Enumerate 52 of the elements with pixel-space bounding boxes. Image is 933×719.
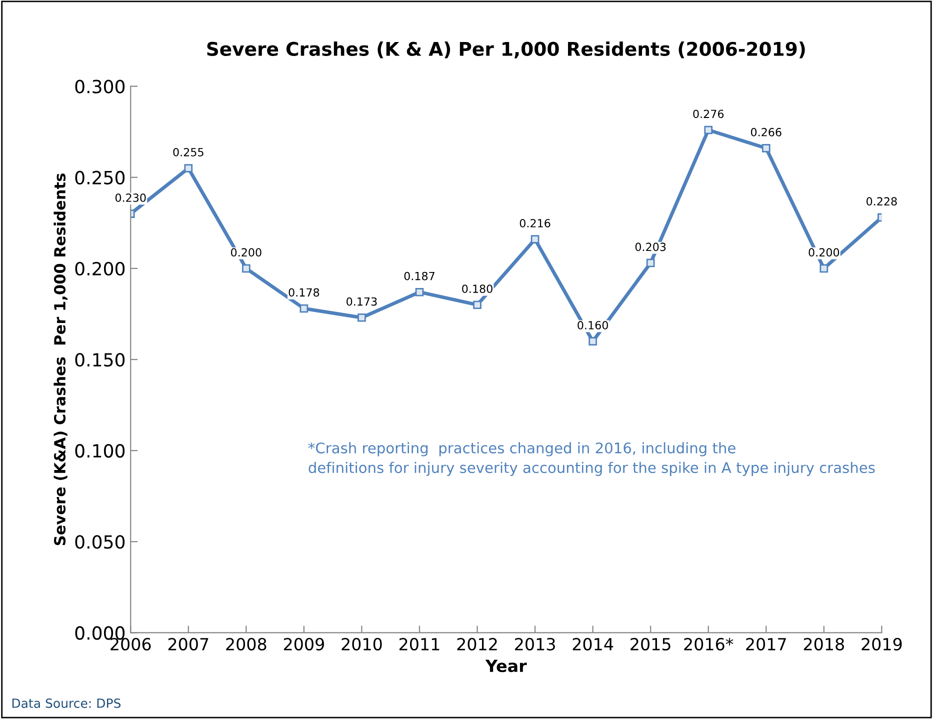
x-tick-label: 2019: [862, 638, 902, 650]
y-tick-label: 0.050: [75, 535, 125, 549]
x-tick-label: 2008: [226, 638, 266, 650]
data-label: 0.160: [578, 321, 608, 330]
chart-title: Severe Crashes (K & A) Per 1,000 Residents (2006-2019): [207, 41, 805, 58]
y-tick-label: 0.150: [75, 352, 125, 367]
x-axis-title: Year: [485, 660, 527, 672]
point: [473, 300, 482, 310]
point: [530, 235, 540, 244]
point: [242, 264, 250, 273]
data-label: 0.255: [173, 148, 204, 156]
data-label: 0.266: [750, 128, 782, 136]
point: [415, 288, 424, 296]
x-tick-label: 2016*: [684, 638, 734, 650]
y-axis-title: Severe (K&A) Crashes Per 1,000 Residents: [54, 174, 68, 546]
point: [588, 337, 597, 346]
x-tick-label: 2012: [457, 638, 497, 650]
data-label: 0.200: [230, 248, 262, 257]
data-label: 0.180: [462, 284, 492, 293]
data-label: 0.228: [866, 197, 897, 206]
x-tick-label: 2009: [284, 638, 324, 650]
point: [358, 313, 366, 322]
y-tick-label: 0.100: [75, 444, 125, 458]
data-label: 0.178: [288, 288, 320, 297]
x-tick-label: 2015: [630, 638, 670, 650]
annotation: *Crash reporting practices changed in 2016, including the definitions for injury severity accounting for the spike in A type injury crashes: [308, 442, 875, 476]
data-label: 0.200: [808, 248, 840, 257]
x-tick-label: 2014: [572, 638, 614, 650]
y-tick-label: 0.250: [75, 170, 125, 184]
point: [646, 258, 655, 268]
x-tick-label: 2006: [110, 638, 151, 650]
x-tick-label: 2018: [804, 638, 844, 650]
data-label: 0.216: [520, 219, 550, 228]
y-tick-label: 0.000: [75, 626, 125, 640]
source-note: Data Source: DPS: [12, 698, 121, 708]
point: [300, 304, 308, 313]
data-label: 0.187: [404, 272, 434, 280]
data-label: 0.203: [635, 242, 666, 252]
x-tick-label: 2013: [515, 638, 555, 650]
point: [820, 264, 828, 273]
point: [762, 144, 770, 152]
data-label: 0.173: [346, 297, 377, 306]
y-tick-label: 0.300: [75, 80, 125, 94]
data-label: 0.276: [693, 110, 724, 118]
y-tick-label: 0.200: [75, 262, 125, 276]
data-label: 0.230: [115, 194, 146, 202]
x-tick-label: 2017: [746, 638, 786, 650]
x-tick-label: 2011: [400, 638, 440, 650]
x-tick-label: 2007: [168, 638, 208, 650]
point: [184, 164, 193, 172]
x-tick-label: 2010: [342, 638, 382, 650]
point: [704, 126, 713, 134]
